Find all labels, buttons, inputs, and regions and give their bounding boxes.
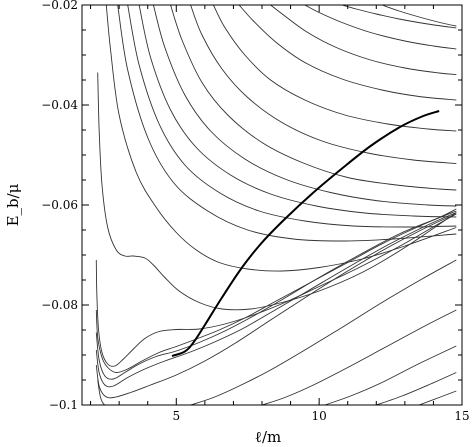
thin-curve-13 <box>105 5 457 272</box>
tick-label-group: 5 10 15 −0.1 −0.08 −0.06 −0.04 −0.02 <box>41 0 469 423</box>
x-axis-label: ℓ/m <box>255 428 281 446</box>
thin-curve-15 <box>95 213 457 367</box>
thin-curve-20 <box>97 379 148 405</box>
y-tick-label: −0.06 <box>41 198 78 212</box>
thin-curve-6 <box>213 5 457 132</box>
thin-curve-24 <box>376 372 457 405</box>
curve-group <box>95 5 457 405</box>
y-axis-label: E_b/μ <box>4 183 22 226</box>
thin-curve-4 <box>270 5 457 75</box>
thin-curve-19 <box>95 213 457 399</box>
x-tick-label-5: 5 <box>172 409 180 423</box>
thin-curve-2 <box>381 5 457 27</box>
y-tick-label: −0.08 <box>41 298 78 312</box>
thin-curve-12 <box>117 5 457 242</box>
thin-curve-14 <box>97 72 457 311</box>
thin-curve-17 <box>95 208 457 380</box>
thin-curve-3 <box>304 5 457 50</box>
thin-curve-8 <box>170 5 457 191</box>
thin-curve-16 <box>95 210 457 373</box>
y-tick-label: −0.1 <box>49 398 78 412</box>
thin-curve-5 <box>238 5 457 101</box>
thin-curve-23 <box>324 345 457 405</box>
thick-curve <box>171 110 440 357</box>
y-tick-label: −0.04 <box>41 98 78 112</box>
thin-curve-10 <box>138 5 457 218</box>
thin-curve-25 <box>418 390 457 405</box>
thin-curve-11 <box>127 5 457 228</box>
thin-curve-1 <box>341 5 457 29</box>
x-tick-label-10: 10 <box>312 409 327 423</box>
thin-curve-21 <box>190 259 457 405</box>
x-tick-label-15: 15 <box>454 409 469 423</box>
thin-curve-22 <box>261 309 457 405</box>
thin-curve-7 <box>190 5 457 164</box>
y-tick-label: −0.02 <box>41 0 78 12</box>
thin-curve-9 <box>152 5 457 207</box>
thin-curve-18 <box>95 212 457 388</box>
plot-frame <box>81 4 463 406</box>
